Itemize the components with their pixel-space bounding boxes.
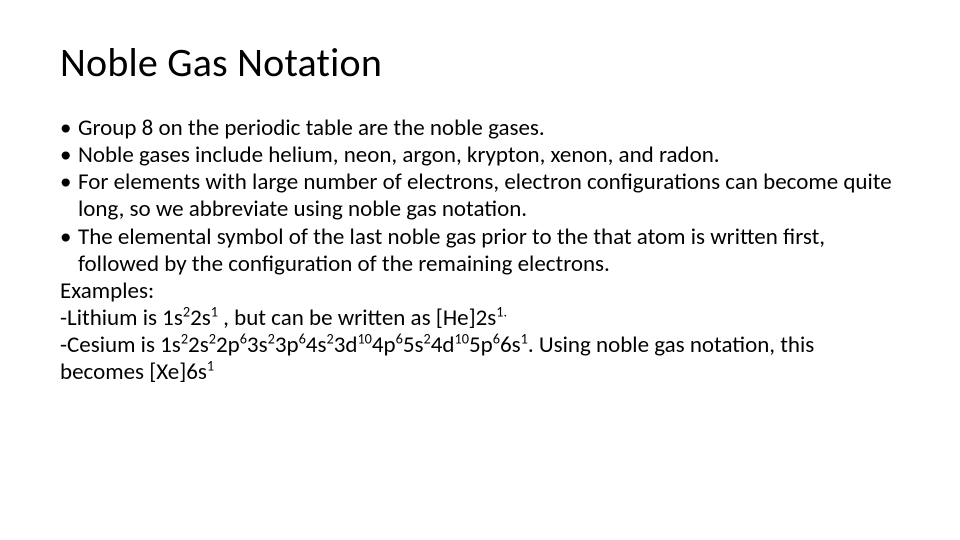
text: 3p xyxy=(275,331,299,359)
superscript: 1. xyxy=(496,302,507,320)
examples-label: Examples: xyxy=(60,278,900,305)
superscript: 2 xyxy=(268,329,275,347)
bullet-item: The elemental symbol of the last noble g… xyxy=(60,224,900,278)
superscript: 1 xyxy=(211,302,218,320)
text: 5s xyxy=(403,331,424,359)
superscript: 1 xyxy=(207,356,214,374)
text: 4d xyxy=(431,331,455,359)
superscript: 6 xyxy=(299,329,306,347)
superscript: 6 xyxy=(493,329,500,347)
slide-title: Noble Gas Notation xyxy=(60,38,900,87)
bullet-item: Noble gases include helium, neon, argon,… xyxy=(60,142,900,169)
text: , but can be written as [He]2s xyxy=(218,304,496,332)
example-lithium: -Lithium is 1s22s1 , but can be written … xyxy=(60,305,900,332)
superscript: 2 xyxy=(183,302,190,320)
text: 3s xyxy=(247,331,268,359)
superscript: 10 xyxy=(357,329,371,347)
superscript: 6 xyxy=(396,329,403,347)
text: -Lithium is 1s xyxy=(60,304,183,332)
example-cesium: -Cesium is 1s22s22p63s23p64s23d104p65s24… xyxy=(60,332,900,386)
text: 4s xyxy=(306,331,327,359)
text: 2p xyxy=(216,331,240,359)
slide: Noble Gas Notation Group 8 on the period… xyxy=(0,0,960,540)
superscript: 2 xyxy=(181,329,188,347)
superscript: 2 xyxy=(424,329,431,347)
text: -Cesium is 1s xyxy=(60,331,181,359)
text: 2s xyxy=(188,331,209,359)
superscript: 1 xyxy=(521,329,528,347)
text: 2s xyxy=(190,304,211,332)
text: 6s xyxy=(500,331,521,359)
superscript: 10 xyxy=(455,329,469,347)
superscript: 6 xyxy=(240,329,247,347)
superscript: 2 xyxy=(209,329,216,347)
text: 5p xyxy=(469,331,493,359)
superscript: 2 xyxy=(326,329,333,347)
text: 3d xyxy=(334,331,358,359)
slide-body: Group 8 on the periodic table are the no… xyxy=(60,115,900,386)
bullet-item: Group 8 on the periodic table are the no… xyxy=(60,115,900,142)
text: 4p xyxy=(372,331,396,359)
bullet-item: For elements with large number of electr… xyxy=(60,169,900,223)
